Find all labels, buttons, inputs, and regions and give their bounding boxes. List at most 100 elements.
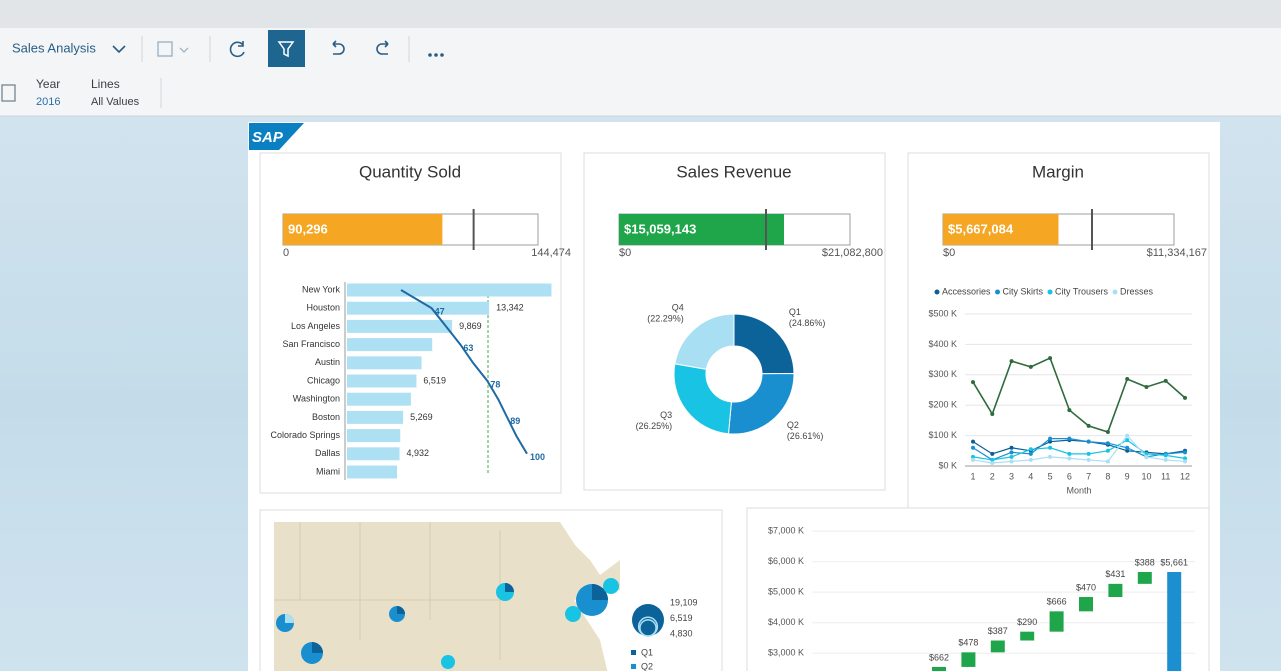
x-tick-label: 11 bbox=[1161, 471, 1170, 481]
bar bbox=[347, 283, 552, 297]
point bbox=[1086, 451, 1091, 456]
bar bbox=[347, 374, 417, 388]
point bbox=[1067, 436, 1072, 441]
more-icon[interactable] bbox=[428, 53, 444, 57]
series-line bbox=[972, 434, 1186, 464]
size-legend-label: 4,830 bbox=[670, 628, 693, 638]
line bbox=[400, 289, 528, 455]
filter-panel-icon[interactable] bbox=[1, 84, 16, 102]
data-label: $388 bbox=[1135, 557, 1155, 567]
legend-label: Q1 bbox=[641, 647, 653, 657]
point bbox=[1163, 457, 1168, 462]
point bbox=[971, 380, 975, 385]
y-tick-label: New York bbox=[302, 284, 341, 294]
panel-title: Margin bbox=[1032, 162, 1084, 181]
save-icon[interactable] bbox=[157, 41, 173, 57]
data-label: $662 bbox=[929, 652, 949, 662]
y-tick-label: $3,000 K bbox=[768, 648, 804, 658]
series-line bbox=[972, 356, 1186, 433]
map-borders bbox=[274, 522, 501, 660]
point bbox=[990, 457, 995, 462]
slice-label: Q4 bbox=[672, 303, 684, 313]
x-tick-label: 1 bbox=[970, 471, 975, 481]
toolbar bbox=[0, 28, 1281, 116]
point bbox=[1048, 356, 1053, 361]
y-tick-label: $100 K bbox=[928, 430, 957, 440]
redo-icon[interactable] bbox=[376, 40, 389, 55]
slice-value: (22.29%) bbox=[647, 314, 684, 324]
point bbox=[1163, 453, 1168, 458]
point bbox=[1086, 439, 1091, 444]
dropdown-icon[interactable] bbox=[112, 45, 126, 54]
point bbox=[1125, 438, 1130, 443]
filter-label[interactable]: Lines bbox=[91, 77, 120, 91]
data-label: $290 bbox=[1017, 617, 1037, 627]
slice-label: Q1 bbox=[789, 307, 801, 317]
undo-icon[interactable] bbox=[332, 40, 345, 55]
point bbox=[971, 457, 975, 462]
point bbox=[1086, 423, 1091, 428]
point bbox=[1009, 454, 1014, 459]
story-title[interactable]: Sales Analysis bbox=[12, 40, 96, 55]
filter-label[interactable]: Year bbox=[36, 77, 60, 91]
bar bbox=[347, 319, 453, 333]
bullet-bar bbox=[943, 214, 1059, 245]
logo-shape bbox=[249, 123, 304, 150]
point bbox=[1086, 457, 1091, 462]
point bbox=[1125, 448, 1130, 453]
point bbox=[971, 454, 975, 459]
point bbox=[1009, 359, 1014, 364]
filter-value[interactable]: 2016 bbox=[36, 96, 60, 108]
x-tick-label: 4 bbox=[1028, 471, 1033, 481]
legend-swatch bbox=[1112, 289, 1118, 295]
x-tick-label: 2 bbox=[990, 471, 995, 481]
point bbox=[1183, 395, 1187, 400]
data-label: $478 bbox=[958, 638, 978, 648]
legend-label: Dresses bbox=[1120, 286, 1154, 296]
filter-icon[interactable] bbox=[277, 41, 295, 58]
y-tick-label: $500 K bbox=[928, 308, 957, 318]
point bbox=[1009, 450, 1014, 455]
bullet-value: 90,296 bbox=[288, 221, 328, 236]
point bbox=[1125, 433, 1130, 438]
y-tick-label: $300 K bbox=[928, 369, 957, 379]
total-bar bbox=[1167, 572, 1182, 671]
legend-swatch bbox=[1047, 289, 1053, 295]
point bbox=[1028, 457, 1033, 462]
map-water bbox=[560, 522, 620, 671]
point bbox=[1144, 451, 1149, 456]
donut-slice bbox=[733, 313, 795, 375]
y-tick-label: Houston bbox=[306, 303, 340, 313]
bar bbox=[347, 356, 422, 370]
legend-label: Accessories bbox=[942, 286, 991, 296]
point bbox=[1009, 459, 1014, 464]
filter-button[interactable] bbox=[268, 30, 305, 67]
legend-label: City Trousers bbox=[1055, 286, 1109, 296]
refresh-icon[interactable] bbox=[229, 41, 245, 58]
x-tick-label: $0 bbox=[943, 247, 955, 259]
waterfall-bar bbox=[961, 652, 976, 667]
slice-label: Q2 bbox=[787, 420, 799, 430]
x-tick-label: 9 bbox=[1125, 471, 1130, 481]
x-tick-label: 5 bbox=[1048, 471, 1053, 481]
panels bbox=[259, 152, 1210, 671]
bar bbox=[347, 392, 411, 406]
bar bbox=[347, 429, 401, 443]
series-line bbox=[972, 439, 1186, 455]
bar bbox=[347, 301, 490, 315]
y-tick-label: Chicago bbox=[307, 375, 340, 385]
waterfall-bar bbox=[932, 666, 946, 671]
x-tick-label: $0 bbox=[619, 247, 631, 259]
x-tick-label: 3 bbox=[1009, 471, 1014, 481]
y-tick-label: Colorado Springs bbox=[270, 430, 340, 440]
x-tick-label: $11,334,167 bbox=[1147, 247, 1207, 259]
save-dropdown[interactable] bbox=[179, 47, 189, 53]
bullet-bar bbox=[619, 214, 784, 245]
y-tick-label: Miami bbox=[316, 466, 340, 476]
data-label: 6,519 bbox=[423, 375, 446, 385]
point bbox=[990, 451, 995, 456]
point bbox=[1144, 454, 1149, 459]
filter-value[interactable]: All Values bbox=[91, 96, 140, 108]
point bbox=[1183, 459, 1187, 464]
